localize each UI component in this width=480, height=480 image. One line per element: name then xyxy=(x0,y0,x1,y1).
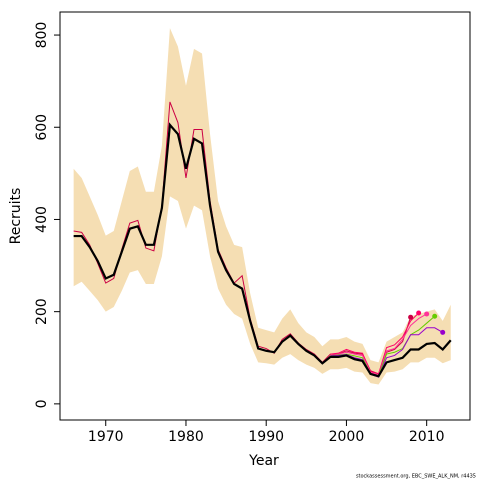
x-tick-label: 2000 xyxy=(329,429,365,445)
source-note: stockassessment.org, EBC_SWE_ALK_NM, r44… xyxy=(356,474,476,480)
x-tick-label: 1980 xyxy=(168,429,204,445)
x-axis-label: Year xyxy=(248,453,279,469)
plot-frame xyxy=(59,11,471,421)
x-tick-label: 1970 xyxy=(88,429,124,445)
confidence-band xyxy=(73,28,451,385)
main-line xyxy=(73,122,452,378)
y-tick-label: 600 xyxy=(34,114,50,141)
y-axis-label: Recruits xyxy=(8,188,24,245)
retro-end-point xyxy=(424,311,430,317)
x-tick-label: 2010 xyxy=(409,429,445,445)
y-tick-label: 0 xyxy=(34,399,50,408)
y-tick-label: 200 xyxy=(34,298,50,325)
retro-end-point xyxy=(416,310,422,316)
retro-end-point xyxy=(440,329,446,335)
retro-end-point xyxy=(432,313,438,319)
retro-line xyxy=(73,101,412,375)
y-tick-label: 400 xyxy=(34,206,50,233)
retro-end-point xyxy=(408,314,414,320)
x-tick-label: 1990 xyxy=(248,429,284,445)
retro-line xyxy=(330,315,436,377)
y-tick-label: 800 xyxy=(34,22,50,49)
retro-line xyxy=(330,312,419,375)
